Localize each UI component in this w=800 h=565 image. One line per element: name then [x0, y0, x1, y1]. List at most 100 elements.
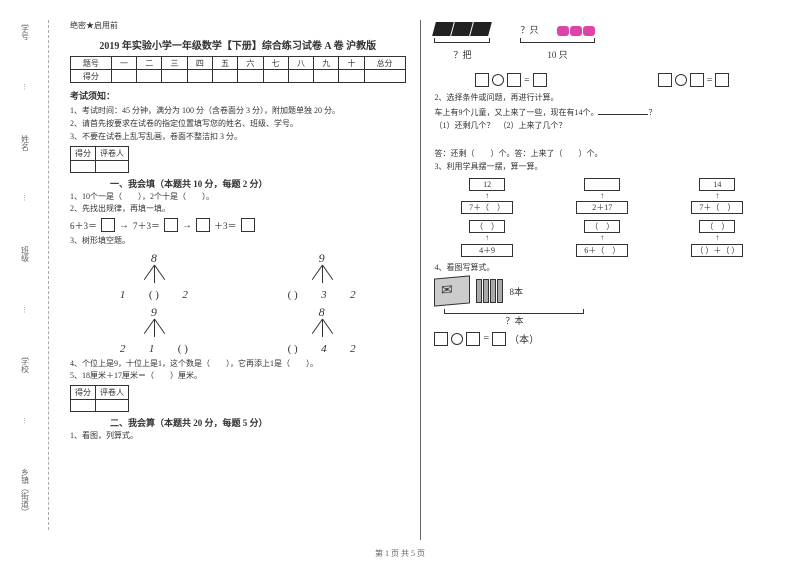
- question-2-1: 1、看图，列算式。: [70, 431, 406, 441]
- arrow-up-icon: ↑: [485, 193, 489, 199]
- sidebar-dots: ⋮: [21, 306, 29, 314]
- small-book-icon: [476, 279, 482, 303]
- tree-diagram: 8 ( )42: [282, 305, 362, 355]
- eq-text: 6＋3＝: [70, 219, 97, 232]
- part2-title: 二、我会算（本题共 20 分，每题 5 分）: [110, 416, 406, 429]
- rule-item: 3、不要在试卷上乱写乱画，卷面不整洁扣 3 分。: [70, 131, 406, 142]
- header-cell: 十: [339, 57, 364, 70]
- arrow-up-icon: ↑: [600, 235, 604, 241]
- blank-box: [434, 332, 448, 346]
- op-box: 6＋（ ）: [576, 244, 628, 257]
- binding-sidebar: 学号 ⋮ 姓名 ⋮ 班级 ⋮ 学校 ⋮ 乡镇（街道）: [0, 0, 50, 540]
- bear-icon: [557, 26, 569, 36]
- blank-box: [466, 332, 480, 346]
- book-label: 8本: [509, 285, 523, 298]
- sidebar-dots: ⋮: [21, 194, 29, 202]
- question-1-1: 1、10个一是（ ），2个十是（ ）。: [70, 192, 406, 202]
- eq-text: 7＋3＝: [133, 219, 160, 232]
- rule-item: 2、请首先按要求在试卷的指定位置填写您的姓名、班级、学号。: [70, 118, 406, 129]
- q2-2-answer: 答：还剩（ ）个。答：上来了（ ）个。: [434, 149, 770, 159]
- header-cell: 二: [137, 57, 162, 70]
- small-book-icon: [483, 279, 489, 303]
- tree-diagram: 9 ( )32: [282, 251, 362, 301]
- result-box: [584, 178, 620, 191]
- fold-line: [48, 20, 49, 530]
- equation-blank: =（本）: [434, 331, 770, 346]
- sidebar-label-id: 学号: [20, 20, 31, 44]
- tree-top: 9: [151, 305, 157, 320]
- sidebar-dots: ⋮: [21, 83, 29, 91]
- judge-score: 得分: [71, 385, 96, 399]
- books-figure: 8本: [434, 277, 770, 305]
- equation-blanks: = =: [434, 69, 770, 91]
- big-book-icon: [434, 276, 470, 307]
- header-cell: 七: [263, 57, 288, 70]
- unit-label: （本）: [509, 331, 539, 346]
- bear-count: 10 只: [547, 48, 567, 61]
- right-column: ？把 ？只 10 只 = = 2、选择条件或问题，再进行计算。 车上有9个儿童，…: [424, 20, 780, 540]
- blank-box: [492, 332, 506, 346]
- sidebar-label-class: 班级: [20, 242, 31, 266]
- op-circle: [451, 333, 463, 345]
- table-row: 题号 一 二 三 四 五 六 七 八 九 十 总分: [71, 57, 406, 70]
- sidebar-label-town: 乡镇（街道）: [20, 464, 31, 520]
- blank-box: [507, 73, 521, 87]
- op-box: 7＋（ ）: [461, 201, 513, 214]
- hat-label: ？把: [453, 48, 471, 61]
- secret-label: 绝密★启用前: [70, 20, 406, 31]
- result-box: （ ）: [584, 220, 620, 233]
- header-cell: 六: [238, 57, 263, 70]
- rules-title: 考试须知：: [70, 89, 406, 102]
- bears-figure: ？只 10 只: [520, 23, 594, 61]
- result-box: 12: [469, 178, 505, 191]
- blank-box: [196, 218, 210, 232]
- bear-q-label: ？只: [520, 23, 538, 36]
- judge-person: 评卷人: [96, 385, 129, 399]
- row-label: 得分: [71, 70, 112, 83]
- blank-box: [533, 73, 547, 87]
- column-divider: [420, 20, 421, 540]
- op-box: 7＋（ ）: [691, 201, 743, 214]
- calc-boxes-row2: （ ）↑4＋9 （ ）↑6＋（ ） （ ）↑（ ）＋（ ）: [434, 220, 770, 256]
- header-cell: 八: [288, 57, 313, 70]
- question-1-5: 5、18厘米＋17厘米＝（ ）厘米。: [70, 371, 406, 381]
- table-row: 得分: [71, 70, 406, 83]
- arrow-up-icon: ↑: [600, 193, 604, 199]
- header-cell: 四: [187, 57, 212, 70]
- judge-person: 评卷人: [96, 146, 129, 160]
- rule-item: 1、考试时间：45 分钟，满分为 100 分（含卷面分 3 分），附加题单独 2…: [70, 105, 406, 116]
- figure-hats-bears: ？把 ？只 10 只: [434, 22, 770, 61]
- arrow-icon: →: [182, 220, 192, 231]
- result-box: （ ）: [699, 220, 735, 233]
- op-circle: [675, 74, 687, 86]
- tree-diagrams-row1: 8 1( )2 9 ( )32: [70, 251, 406, 301]
- q2-2-sub: （1）还剩几个？ （2）上来了几个？: [434, 121, 770, 131]
- blank-box: [475, 73, 489, 87]
- blank-box: [715, 73, 729, 87]
- judge-table: 得分评卷人: [70, 385, 129, 412]
- q2-2-text: 车上有9个儿童，又上来了一些，现在有14个。？: [434, 105, 770, 118]
- arrow-icon: →: [119, 220, 129, 231]
- question-2-4: 4、看图写算式。: [434, 263, 770, 273]
- blank-box: [241, 218, 255, 232]
- question-1-2: 2、先找出规律，再填一填。: [70, 204, 406, 214]
- book-q: ？本: [444, 314, 584, 327]
- op-circle: [492, 74, 504, 86]
- bear-icon: [570, 26, 582, 36]
- question-1-3: 3、树形填空题。: [70, 236, 406, 246]
- eq-text: ＋3＝: [214, 219, 237, 232]
- left-column: 绝密★启用前 2019 年实验小学一年级数学【下册】综合练习试卷 A 卷 沪教版…: [60, 20, 416, 540]
- op-box: （ ）＋（ ）: [691, 244, 743, 257]
- exam-title: 2019 年实验小学一年级数学【下册】综合练习试卷 A 卷 沪教版: [70, 37, 406, 52]
- blank-box: [164, 218, 178, 232]
- blank-line: [598, 105, 648, 115]
- header-cell: 总分: [364, 57, 405, 70]
- score-table: 题号 一 二 三 四 五 六 七 八 九 十 总分 得分: [70, 56, 406, 83]
- header-cell: 五: [212, 57, 237, 70]
- page-content: 绝密★启用前 2019 年实验小学一年级数学【下册】综合练习试卷 A 卷 沪教版…: [60, 20, 780, 540]
- blank-box: [690, 73, 704, 87]
- header-cell: 一: [111, 57, 136, 70]
- tree-top: 8: [151, 251, 157, 266]
- arrow-up-icon: ↑: [485, 235, 489, 241]
- blank-box: [658, 73, 672, 87]
